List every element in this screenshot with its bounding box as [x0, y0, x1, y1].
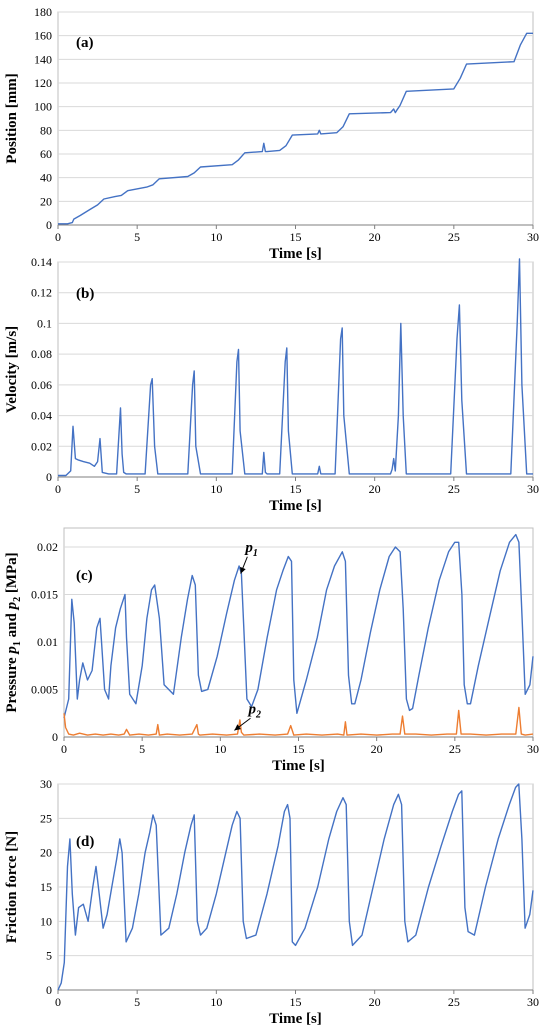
y-tick-label: 80	[40, 123, 52, 137]
x-tick-label: 30	[527, 230, 539, 244]
x-tick-label: 10	[210, 230, 222, 244]
y-axis-label: Velocity [m/s]	[4, 326, 20, 413]
y-tick-label: 140	[34, 52, 52, 66]
y-tick-label: 5	[46, 949, 52, 963]
x-tick-label: 5	[134, 482, 140, 496]
x-tick-label: 15	[293, 742, 305, 756]
y-axis-label: Pressure p1 and p2 [MPa]	[4, 552, 23, 712]
x-axis-label: Time [s]	[269, 498, 322, 514]
x-tick-label: 30	[527, 995, 539, 1009]
y-tick-label: 0.14	[31, 255, 52, 269]
x-tick-label: 10	[210, 482, 222, 496]
y-tick-label: 120	[34, 76, 52, 90]
x-tick-label: 25	[448, 995, 460, 1009]
x-tick-label: 20	[369, 482, 381, 496]
y-tick-label: 10	[40, 914, 52, 928]
x-tick-label: 10	[210, 995, 222, 1009]
y-tick-label: 0	[46, 218, 52, 232]
annotation-p1: p1	[243, 540, 258, 559]
panel-label: (b)	[76, 286, 94, 302]
panel-label: (d)	[76, 834, 94, 850]
x-tick-label: 5	[134, 230, 140, 244]
x-axis-label: Time [s]	[269, 1011, 322, 1027]
y-tick-label: 0.04	[31, 409, 52, 423]
x-tick-label: 15	[290, 995, 302, 1009]
y-tick-label: 0	[46, 470, 52, 484]
plot-frame	[57, 261, 534, 478]
y-tick-label: 0.12	[31, 286, 52, 300]
y-tick-label: 160	[34, 29, 52, 43]
x-tick-label: 30	[527, 482, 539, 496]
x-tick-label: 0	[55, 482, 61, 496]
y-tick-label: 0.1	[37, 316, 52, 330]
series-line-data	[57, 783, 534, 991]
y-axis-label: Friction force [N]	[4, 831, 20, 943]
x-tick-label: 5	[134, 995, 140, 1009]
x-tick-label: 25	[448, 482, 460, 496]
x-tick-label: 15	[290, 482, 302, 496]
x-tick-label: 20	[369, 230, 381, 244]
y-axis-label: Position [mm]	[4, 73, 20, 163]
y-tick-label: 0	[46, 983, 52, 997]
series-line-data	[58, 258, 533, 477]
x-tick-label: 15	[290, 230, 302, 244]
panel-d: 0 5 10 15 20 25 30 0 5 10 15 20 25 30 Time [s] Friction…	[4, 777, 539, 1027]
panel-label: (c)	[76, 568, 93, 584]
panel-b: 0 0.02 0.04 0.06 0.08 0.1 0.12 0.14 0 5 10 15 20 25 30…	[4, 255, 539, 514]
panel-label: (a)	[76, 35, 94, 51]
x-tick-label: 25	[449, 742, 461, 756]
y-tick-label: 0.015	[31, 588, 58, 602]
y-tick-label: 40	[40, 171, 52, 185]
series-line-data	[58, 32, 533, 225]
x-tick-label: 20	[369, 995, 381, 1009]
x-tick-label: 10	[214, 742, 226, 756]
x-tick-label: 0	[55, 230, 61, 244]
y-tick-label: 0.02	[31, 439, 52, 453]
y-tick-label: 0.02	[37, 540, 58, 554]
x-tick-label: 20	[371, 742, 383, 756]
y-tick-label: 0.06	[31, 378, 52, 392]
x-tick-label: 0	[61, 742, 67, 756]
y-tick-label: 0.01	[37, 635, 58, 649]
y-tick-label: 0.005	[31, 683, 58, 697]
y-tick-label: 30	[40, 777, 52, 791]
x-tick-label: 5	[139, 742, 145, 756]
y-tick-label: 100	[34, 100, 52, 114]
x-axis-label: Time [s]	[269, 246, 322, 262]
panel-a: 0 20 40 60 80 100 120 140 160 180 0 5 10 15 20 25 30 Time…	[4, 5, 539, 262]
annotation-arrowhead	[234, 724, 241, 731]
x-tick-label: 30	[527, 742, 539, 756]
annotation-arrowhead	[240, 566, 246, 574]
y-tick-label: 15	[40, 880, 52, 894]
y-tick-label: 0.08	[31, 347, 52, 361]
y-tick-label: 25	[40, 811, 52, 825]
x-axis-label: Time [s]	[272, 758, 325, 774]
annotation-p2: p2	[246, 701, 261, 720]
panel-c: 0 0.005 0.01 0.015 0.02 0 5 10 15 20 25 30 Time [s] P…	[4, 527, 539, 774]
x-tick-label: 25	[448, 230, 460, 244]
series-line-p2	[63, 706, 534, 736]
plot-frame	[57, 11, 534, 226]
y-tick-label: 20	[40, 194, 52, 208]
series-line-p1	[63, 533, 534, 719]
y-tick-label: 0	[52, 730, 58, 744]
y-tick-label: 60	[40, 147, 52, 161]
x-tick-label: 0	[55, 995, 61, 1009]
y-tick-label: 20	[40, 846, 52, 860]
y-tick-label: 180	[34, 5, 52, 19]
